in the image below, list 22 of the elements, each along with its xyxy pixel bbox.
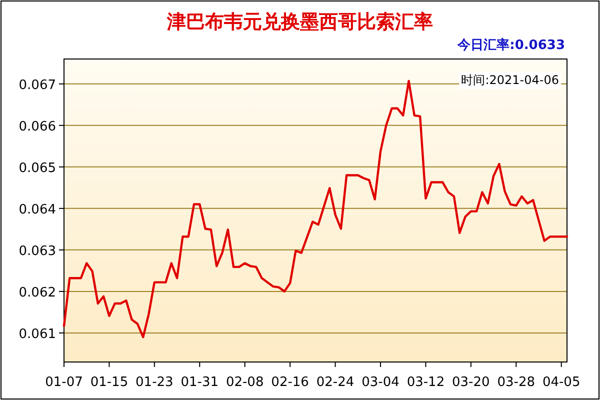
x-tick-label: 01-23 [136, 375, 174, 390]
y-tick-label: 0.061 [18, 326, 56, 342]
x-tick-label: 04-05 [542, 375, 580, 390]
y-tick-label: 0.064 [18, 202, 56, 218]
x-tick-label: 03-12 [406, 375, 445, 390]
y-tick-label: 0.067 [18, 78, 56, 93]
annotation: 时间:2021-04-06 [461, 73, 559, 87]
x-tick-label: 03-20 [452, 375, 490, 390]
x-tick-label: 01-31 [180, 375, 219, 390]
text: 今日汇率:0.0633 [456, 37, 565, 53]
chart-title: 津巴布韦元兑换墨西哥比索汇率 [166, 11, 433, 33]
y-tick-label: 0.066 [18, 119, 56, 134]
y-tick-label: 0.063 [18, 244, 56, 259]
x-tick-label: 01-07 [45, 375, 83, 390]
x-tick-label: 03-28 [497, 375, 536, 390]
x-tick-label: 02-08 [226, 375, 264, 390]
x-tick-label: 01-15 [90, 375, 128, 390]
x-tick-label: 03-04 [362, 375, 400, 390]
x-tick-label: 02-24 [316, 375, 354, 390]
x-tick-label: 02-16 [271, 375, 309, 390]
y-tick-label: 0.065 [18, 160, 56, 176]
y-tick-label: 0.062 [18, 285, 56, 300]
